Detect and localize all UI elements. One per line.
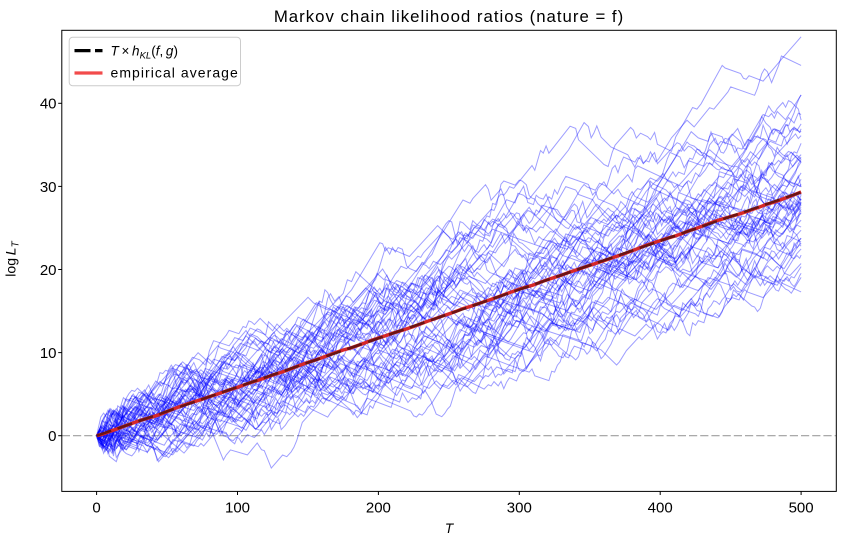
svg-text:40: 40 — [40, 96, 57, 113]
svg-text:0: 0 — [92, 500, 100, 517]
svg-text:T × hKL(f, g): T × hKL(f, g) — [111, 43, 178, 61]
svg-text:10: 10 — [40, 345, 57, 362]
svg-text:T: T — [445, 521, 455, 536]
svg-text:log LT: log LT — [3, 240, 22, 276]
svg-text:30: 30 — [40, 179, 57, 196]
svg-text:500: 500 — [789, 500, 814, 517]
svg-text:empirical average: empirical average — [111, 65, 239, 81]
svg-text:400: 400 — [648, 500, 673, 517]
svg-text:200: 200 — [366, 500, 391, 517]
svg-text:Markov chain likelihood ratios: Markov chain likelihood ratios (nature =… — [274, 7, 624, 26]
svg-text:0: 0 — [48, 428, 56, 445]
svg-text:300: 300 — [507, 500, 532, 517]
svg-text:20: 20 — [40, 262, 57, 279]
svg-text:100: 100 — [225, 500, 250, 517]
